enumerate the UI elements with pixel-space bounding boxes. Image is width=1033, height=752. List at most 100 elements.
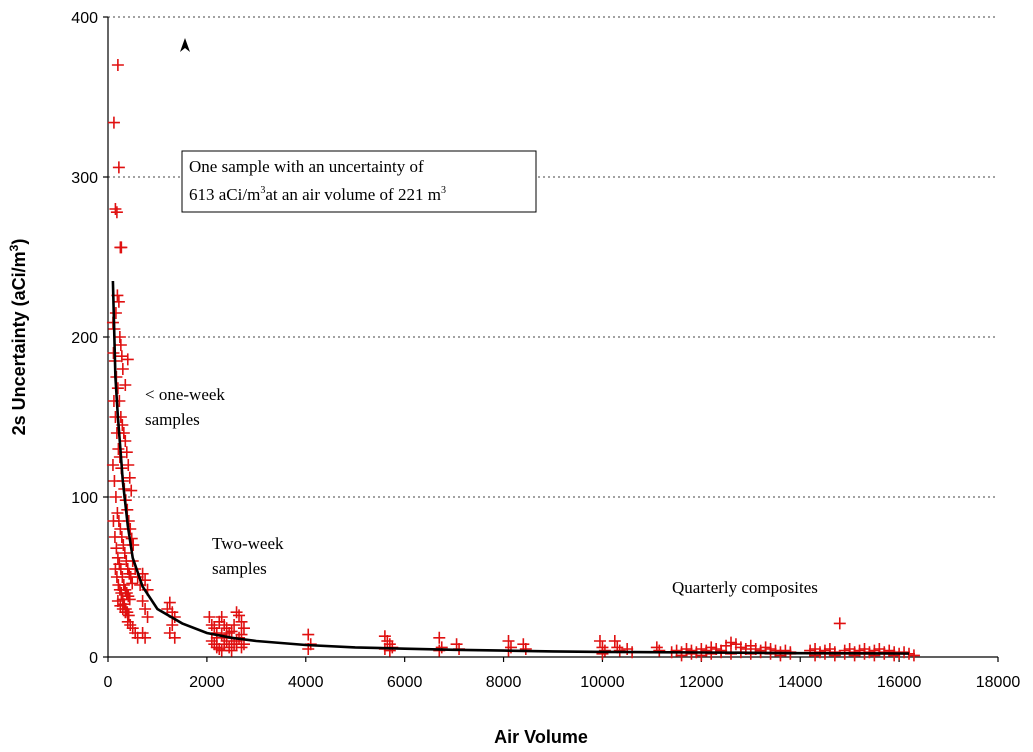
data-point bbox=[237, 622, 250, 635]
two-week-label-2: samples bbox=[212, 559, 267, 578]
x-tick-label: 14000 bbox=[778, 674, 823, 691]
data-point bbox=[383, 644, 396, 657]
y-tick-label: 400 bbox=[71, 10, 98, 27]
gridlines bbox=[108, 16, 998, 498]
data-point bbox=[111, 507, 124, 519]
data-point bbox=[110, 571, 123, 583]
data-point bbox=[809, 649, 822, 662]
data-point bbox=[848, 649, 861, 662]
data-point bbox=[112, 295, 125, 308]
data-point bbox=[113, 331, 126, 343]
data-point bbox=[123, 471, 136, 484]
data-point bbox=[685, 647, 698, 660]
x-tick-label: 10000 bbox=[580, 674, 625, 691]
y-tick-label: 100 bbox=[71, 490, 98, 507]
data-point bbox=[233, 609, 246, 622]
data-point bbox=[126, 577, 139, 590]
data-point bbox=[225, 644, 238, 657]
data-point bbox=[118, 547, 131, 559]
data-point bbox=[106, 459, 119, 471]
y-axis-title: 2s Uncertainty (aCi/m3) bbox=[7, 239, 29, 436]
data-point bbox=[112, 161, 125, 174]
x-tick-label: 8000 bbox=[486, 674, 522, 691]
data-point bbox=[125, 484, 138, 497]
x-tick-labels: 0 2000 4000 6000 8000 10000 12000 14000 16000 180… bbox=[104, 657, 1021, 691]
annotation-box-line2: 613 aCi/m3at an air volume of 221 m3 bbox=[189, 185, 446, 204]
data-point bbox=[166, 619, 179, 631]
data-point bbox=[302, 628, 315, 641]
data-point bbox=[114, 339, 127, 351]
data-point bbox=[109, 411, 122, 423]
x-tick-label: 16000 bbox=[877, 674, 922, 691]
data-point bbox=[109, 203, 122, 215]
data-point bbox=[235, 615, 248, 628]
data-point bbox=[235, 641, 248, 654]
data-point bbox=[804, 644, 817, 657]
data-point bbox=[596, 647, 609, 660]
data-point bbox=[868, 649, 881, 662]
one-week-label-1: < one-week bbox=[145, 385, 225, 404]
data-point bbox=[125, 532, 138, 545]
x-axis-title: Air Volume bbox=[494, 727, 588, 747]
quarterly-label: Quarterly composites bbox=[672, 578, 818, 597]
data-point bbox=[110, 206, 123, 219]
data-point bbox=[613, 644, 626, 657]
up-arrow-icon bbox=[180, 38, 190, 52]
data-point bbox=[115, 587, 128, 599]
data-point bbox=[608, 635, 621, 647]
y-tick-label: 0 bbox=[89, 650, 98, 667]
data-point bbox=[774, 649, 787, 662]
y-tick-label: 200 bbox=[71, 330, 98, 347]
data-point bbox=[828, 649, 841, 662]
annotation-box bbox=[181, 150, 537, 213]
data-point bbox=[163, 596, 176, 609]
data-point bbox=[435, 641, 448, 654]
data-point bbox=[107, 515, 120, 527]
data-point bbox=[109, 563, 122, 575]
data-point bbox=[119, 379, 132, 391]
data-point bbox=[110, 542, 123, 555]
data-point bbox=[112, 443, 125, 455]
data-point bbox=[225, 625, 238, 638]
data-point bbox=[203, 611, 216, 623]
data-point bbox=[139, 603, 152, 615]
data-point bbox=[107, 116, 120, 129]
data-point bbox=[122, 459, 135, 471]
x-tick-label: 6000 bbox=[387, 674, 423, 691]
data-point bbox=[653, 644, 666, 657]
data-point bbox=[117, 539, 130, 551]
data-point bbox=[114, 523, 127, 535]
data-point bbox=[898, 646, 911, 659]
x-tick-label: 2000 bbox=[189, 674, 225, 691]
data-point bbox=[111, 551, 124, 564]
data-point bbox=[108, 475, 121, 487]
data-point bbox=[593, 635, 606, 647]
data-point bbox=[670, 644, 683, 657]
data-point bbox=[111, 59, 124, 71]
data-point bbox=[109, 307, 122, 319]
data-point bbox=[888, 649, 901, 662]
data-point bbox=[228, 619, 241, 631]
y-tick-label: 300 bbox=[71, 170, 98, 187]
data-point bbox=[725, 636, 737, 649]
data-point bbox=[215, 611, 228, 623]
data-point bbox=[907, 649, 920, 662]
data-point bbox=[119, 435, 132, 447]
one-week-label-2: samples bbox=[145, 410, 200, 429]
data-point bbox=[433, 631, 446, 644]
annotation-box-line1: One sample with an uncertainty of bbox=[189, 157, 424, 176]
data-point bbox=[111, 382, 124, 395]
x-tick-label: 0 bbox=[104, 674, 113, 691]
data-point bbox=[115, 350, 128, 363]
y-tick-labels: 0 100 200 300 400 bbox=[71, 10, 108, 667]
data-point bbox=[139, 631, 152, 644]
x-tick-label: 18000 bbox=[976, 674, 1021, 691]
data-point bbox=[115, 241, 128, 254]
data-point bbox=[110, 427, 123, 439]
data-point bbox=[833, 617, 846, 630]
data-point bbox=[136, 595, 149, 607]
fit-curve bbox=[111, 280, 910, 655]
data-point bbox=[141, 611, 154, 623]
data-point bbox=[121, 353, 134, 366]
